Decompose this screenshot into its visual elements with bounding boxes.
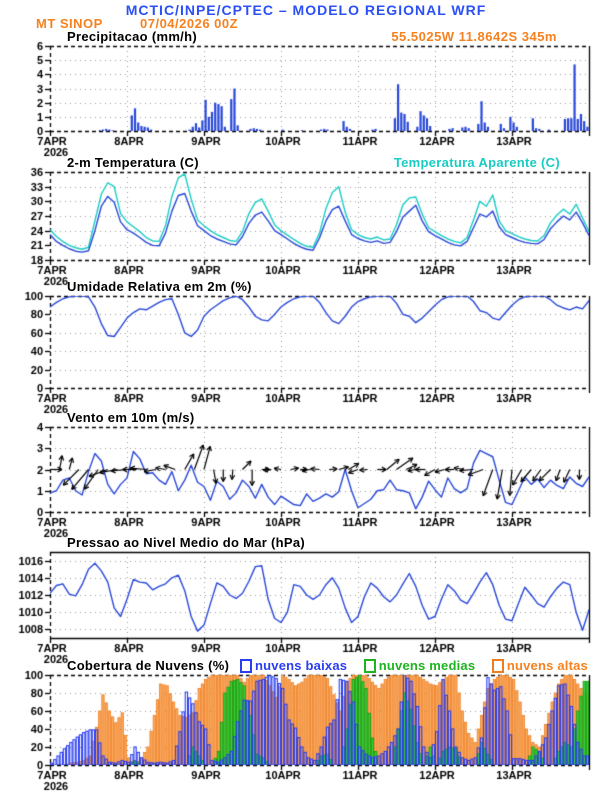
page-title: MCTIC/INPE/CPTEC – MODELO REGIONAL WRF (125, 2, 487, 18)
run-datetime: 07/04/2026 00Z (140, 16, 239, 31)
station-name: MT SINOP (36, 16, 103, 31)
legend-item-nuvens-altas: nuvens altas (491, 658, 588, 673)
legend-temperatura-aparente: Temperatura Aparente (C) (393, 155, 560, 170)
legend-swatch-nuvens-altas-icon (491, 658, 504, 673)
panel-title-precipitacao: Precipitacao (mm/h) (67, 29, 197, 44)
legend-swatch-nuvens-medias-icon (363, 658, 376, 673)
legend-label-nuvens-medias: nuvens medias (378, 658, 476, 673)
legend-item-nuvens-baixas: nuvens baixas (240, 658, 347, 673)
station-coords: 55.5025W 11.8642S 345m (391, 29, 557, 44)
panel-title-vento: Vento em 10m (m/s) (67, 410, 195, 425)
panel-title-umidade: Umidade Relativa em 2m (%) (67, 279, 252, 294)
panel-title-nuvens: Cobertura de Nuvens (%) (67, 658, 230, 673)
legend-item-nuvens-medias: nuvens medias (363, 658, 476, 673)
panel-title-temperatura: 2-m Temperatura (C) (67, 155, 199, 170)
legend-label-nuvens-altas: nuvens altas (506, 658, 588, 673)
cloud-legend: nuvens baixas nuvens medias nuvens altas (240, 658, 588, 673)
legend-label-nuvens-baixas: nuvens baixas (255, 658, 348, 673)
legend-swatch-nuvens-baixas-icon (240, 658, 252, 673)
panel-title-pressao: Pressao ao Nivel Medio do Mar (hPa) (67, 535, 306, 550)
